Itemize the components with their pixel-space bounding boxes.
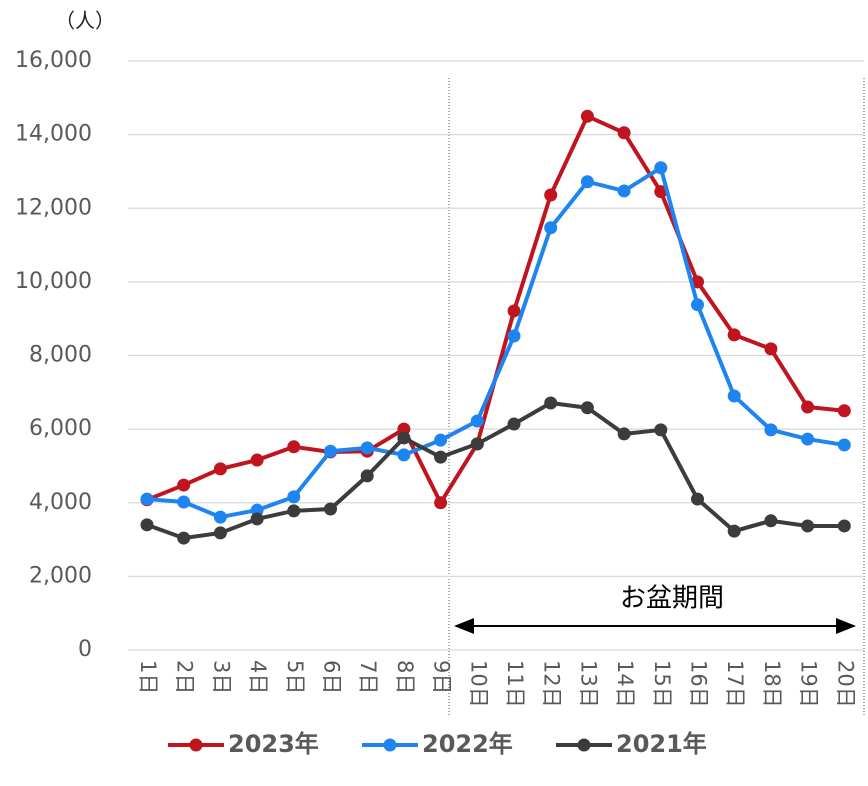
y-tick-label: 2,000 xyxy=(29,563,92,588)
point xyxy=(837,404,851,418)
point xyxy=(507,417,521,431)
point xyxy=(324,502,337,516)
x-tick-label: 17日 xyxy=(723,660,747,708)
x-tick-label: 13日 xyxy=(576,660,600,708)
point xyxy=(691,492,704,506)
point xyxy=(287,504,301,518)
point xyxy=(654,423,668,437)
point xyxy=(250,453,264,467)
point xyxy=(213,526,227,540)
point xyxy=(801,519,815,533)
y-tick-label: 16,000 xyxy=(15,48,92,73)
x-tick-label: 8日 xyxy=(393,660,417,694)
point xyxy=(544,221,558,235)
x-tick-label: 3日 xyxy=(209,660,233,694)
x-tick-label: 9日 xyxy=(430,660,454,694)
point xyxy=(617,126,631,140)
point xyxy=(580,175,594,189)
point xyxy=(654,161,668,175)
point xyxy=(544,188,558,202)
y-tick-label: 6,000 xyxy=(29,416,92,441)
legend-marker xyxy=(383,738,397,752)
point xyxy=(397,431,411,445)
point xyxy=(470,414,484,428)
point xyxy=(360,469,374,483)
point xyxy=(617,427,631,441)
x-tick-label: 6日 xyxy=(320,660,344,694)
point xyxy=(617,184,631,198)
y-tick-label: 10,000 xyxy=(15,269,92,294)
x-tick-label: 4日 xyxy=(246,660,270,694)
point xyxy=(213,462,227,476)
x-tick-label: 18日 xyxy=(760,660,784,708)
x-tick-label: 11日 xyxy=(503,660,527,708)
point xyxy=(727,389,741,403)
point xyxy=(727,524,741,538)
point xyxy=(801,400,815,414)
x-tick-label: 7日 xyxy=(356,660,380,694)
legend-marker xyxy=(577,738,591,752)
series-line xyxy=(146,113,845,507)
y-tick-label: 0 xyxy=(78,637,92,662)
y-tick-label: 12,000 xyxy=(15,195,92,220)
point xyxy=(764,514,778,528)
legend-label: 2023年 xyxy=(228,730,319,758)
x-tick-label: 5日 xyxy=(283,660,307,694)
point xyxy=(764,423,778,437)
legend-label: 2022年 xyxy=(422,730,513,758)
point xyxy=(177,495,191,509)
point xyxy=(434,496,448,510)
x-tick-label: 2日 xyxy=(173,660,197,694)
x-tick-label: 20日 xyxy=(833,660,857,708)
x-tick-label: 15日 xyxy=(650,660,674,708)
x-tick-label: 19日 xyxy=(797,660,821,708)
point xyxy=(727,328,741,342)
point xyxy=(177,531,191,545)
x-tick-label: 12日 xyxy=(540,660,564,708)
point xyxy=(434,450,448,464)
point xyxy=(250,512,264,526)
x-tick-label: 10日 xyxy=(466,660,490,708)
point xyxy=(287,490,301,504)
point xyxy=(434,433,448,447)
point xyxy=(507,329,521,343)
point xyxy=(287,440,301,454)
point xyxy=(837,438,851,452)
point xyxy=(177,478,191,492)
point xyxy=(360,441,374,455)
point xyxy=(213,510,227,524)
point xyxy=(837,519,851,533)
y-tick-label: 8,000 xyxy=(29,343,92,368)
point xyxy=(397,448,411,462)
y-tick-label: 4,000 xyxy=(29,490,92,515)
point xyxy=(764,342,778,356)
point xyxy=(140,518,154,532)
point xyxy=(580,401,594,415)
y-tick-label: 14,000 xyxy=(15,122,92,147)
point xyxy=(324,444,337,458)
point xyxy=(544,396,558,410)
legend-label: 2021年 xyxy=(616,730,707,758)
x-tick-label: 16日 xyxy=(687,660,711,708)
y-unit: （人） xyxy=(55,9,115,33)
x-tick-label: 14日 xyxy=(613,660,637,708)
series-line xyxy=(146,164,845,520)
point xyxy=(801,432,815,446)
point xyxy=(507,304,521,318)
annotation: お盆期間 xyxy=(620,584,724,614)
point xyxy=(654,185,668,199)
point xyxy=(140,492,154,506)
legend-marker xyxy=(189,738,203,752)
x-tick-label: 1日 xyxy=(136,660,160,694)
point xyxy=(470,437,484,451)
point xyxy=(691,298,704,312)
point xyxy=(580,109,594,123)
